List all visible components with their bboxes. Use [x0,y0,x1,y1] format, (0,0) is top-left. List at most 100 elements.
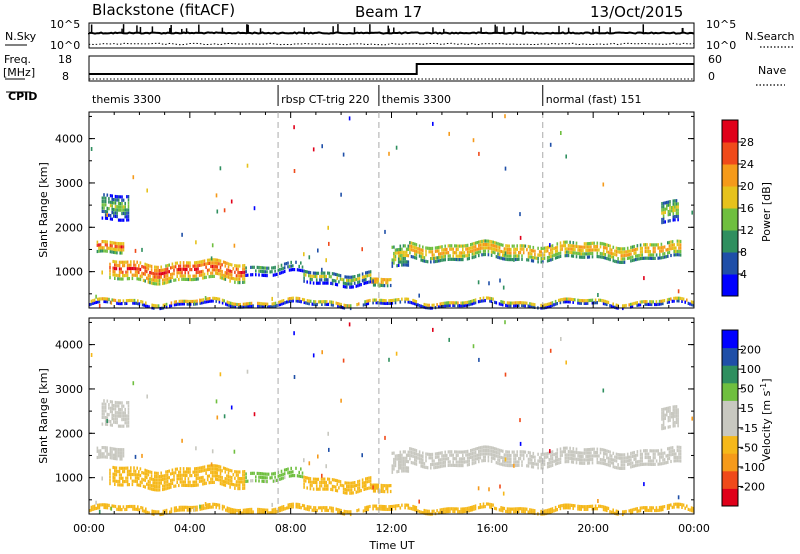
heatmap-cell [638,509,640,513]
heatmap-cell [401,456,403,460]
heatmap-cell [245,305,248,309]
heatmap-cell [650,302,653,307]
heatmap-cell [211,449,214,454]
heatmap-cell [221,298,224,302]
heatmap-cell [458,258,461,262]
heatmap-cell [418,453,421,457]
heatmap-cell [361,279,364,283]
heatmap-cell [682,297,685,301]
heatmap-cell [98,300,101,304]
heatmap-cell [452,463,454,467]
heatmap-cell [626,462,629,466]
heatmap-cell [113,407,115,411]
heatmap-cell [655,508,658,513]
heatmap-cell [163,271,166,275]
heatmap-cell [194,264,196,268]
freq-tick-bottom: 8 [62,70,69,83]
heatmap-cell [561,450,563,454]
heatmap-cell [470,452,472,456]
heatmap-cell [101,246,104,250]
heatmap-cell [112,465,114,470]
heatmap-cell [482,239,485,243]
heatmap-cell [200,466,203,470]
heatmap-cell [633,248,635,252]
heatmap-cell [358,283,361,287]
heatmap-cell [546,302,549,306]
heatmap-cell [546,305,549,309]
heatmap-cell [588,255,591,259]
heatmap-cell [264,479,267,484]
heatmap-cell [109,423,112,427]
heatmap-cell [644,508,646,512]
heatmap-cell [450,450,453,454]
heatmap-cell [162,487,164,492]
heatmap-cell [165,271,167,275]
heatmap-cell [489,299,491,303]
heatmap-cell [540,260,543,264]
heatmap-cell [577,301,579,305]
heatmap-cell [162,268,164,272]
heatmap-cell [511,244,514,248]
heatmap-cell [366,476,369,481]
heatmap-cell [221,479,223,483]
heatmap-cell [591,255,594,259]
heatmap-cell [101,270,103,275]
heatmap-cell [612,255,615,259]
heatmap-cell [124,421,126,425]
heatmap-cell [146,469,148,473]
heatmap-cell [322,274,324,278]
heatmap-cell [319,300,322,304]
colorbar-tick-label: 24 [740,158,754,171]
heatmap-cell [452,453,454,457]
heatmap-cell [655,449,658,453]
heatmap-cell [560,337,562,341]
heatmap-cell [179,477,182,481]
heatmap-cell [596,450,599,455]
heatmap-cell [678,445,680,449]
heatmap-cell [585,507,587,511]
heatmap-cell [243,486,246,490]
heatmap-cell [150,487,153,491]
heatmap-cell [651,253,653,257]
heatmap-cell [594,507,597,511]
heatmap-cell [462,453,464,457]
heatmap-cell [663,458,666,462]
heatmap-cell [597,293,599,297]
heatmap-cell [328,477,331,481]
heatmap-cell [519,251,522,255]
heatmap-cell [98,509,101,514]
heatmap-cell [516,453,518,457]
heatmap-cell [519,418,521,423]
heatmap-cell [646,249,648,254]
heatmap-cell [137,299,139,303]
heatmap-cell [279,271,281,275]
heatmap-cell [433,462,435,466]
heatmap-cell [404,459,406,463]
heatmap-cell [423,302,426,307]
heatmap-cell [325,508,328,512]
heatmap-cell [449,507,451,511]
heatmap-cell [484,299,486,303]
heatmap-cell [516,247,518,251]
heatmap-cell [166,470,169,474]
heatmap-cell [106,416,109,420]
heatmap-cell [317,281,320,285]
heatmap-cell [203,465,206,469]
heatmap-cell [352,491,354,495]
heatmap-cell [566,254,568,258]
heatmap-cell [461,510,464,514]
heatmap-cell [662,505,664,509]
heatmap-cell [193,299,195,303]
heatmap-cell [437,305,440,309]
heatmap-cell [222,479,225,483]
heatmap-cell [103,203,105,207]
heatmap-cell [243,483,246,487]
heatmap-cell [679,456,682,460]
heatmap-cell [295,466,297,470]
heatmap-cell [599,241,602,245]
heatmap-cell [425,459,427,463]
heatmap-cell [569,456,571,460]
heatmap-cell [168,476,170,480]
heatmap-cell [288,264,291,268]
heatmap-cell [142,265,145,269]
